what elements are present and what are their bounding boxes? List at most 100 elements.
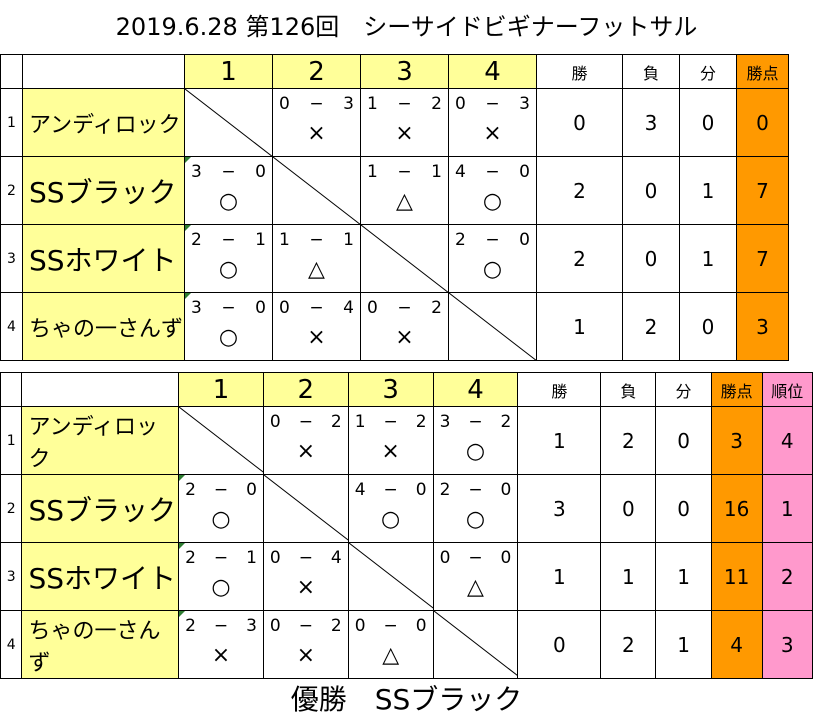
opponent-header: 1 <box>184 54 273 89</box>
match-cell: 0−3 × <box>448 88 537 157</box>
match-score: 2−1 <box>180 548 263 568</box>
result-mark: × <box>307 325 326 350</box>
rank-cell: 4 <box>761 406 813 475</box>
score-home: 2 <box>455 230 466 250</box>
score-home: 0 <box>279 298 290 318</box>
diagonal-line <box>349 543 433 609</box>
round-robin-table: 1 2 3 4 勝負分勝点 順位 1 アンディロック 0−2 × 1−2 × 3−2 ○ 1 2 0 3 4 2 SSブ… <box>0 372 813 679</box>
score-dash: − <box>397 162 412 182</box>
opponent-header: 1 <box>178 372 264 407</box>
self-match-cell <box>184 88 273 157</box>
points-header: 勝点 <box>710 372 763 407</box>
match-score: 0−4 <box>264 548 347 568</box>
points-header: 勝点 <box>736 54 789 89</box>
result-mark: × <box>483 121 502 146</box>
result-mark: ○ <box>482 189 503 214</box>
score-home: 1 <box>279 230 290 250</box>
wins-cell: 1 <box>517 542 602 611</box>
match-cell: 3−2 ○ <box>432 406 519 475</box>
cell-marker <box>185 293 191 299</box>
score-away: 2 <box>330 616 342 636</box>
table-row: 2 SSブラック 2−0 ○ 4−0 ○ 2−0 ○ 3 0 0 16 1 <box>0 474 813 543</box>
score-home: 1 <box>354 412 366 432</box>
score-away: 0 <box>519 162 530 182</box>
match-score: 2−0 <box>180 480 263 500</box>
match-cell: 1−2 × <box>360 88 449 157</box>
wins-cell: 1 <box>517 406 602 475</box>
losses-header: 負 <box>600 372 657 407</box>
score-dash: − <box>213 480 229 500</box>
cell-marker <box>179 611 186 617</box>
team-name: SSブラック <box>22 156 185 225</box>
opponent-header: 2 <box>262 372 349 407</box>
page-title: 2019.6.28 第126回 シーサイドビギナーフットサル <box>115 13 698 41</box>
score-home: 1 <box>367 162 378 182</box>
wins-header: 勝 <box>517 372 602 407</box>
match-cell: 0−3 × <box>272 88 361 157</box>
score-dash: − <box>213 548 229 568</box>
score-home: 0 <box>269 412 281 432</box>
match-cell: 0−4 × <box>262 542 349 611</box>
match-score: 3−0 <box>186 298 272 318</box>
diagonal-line <box>185 89 272 156</box>
match-score: 3−2 <box>434 412 517 432</box>
header-team-blank <box>21 372 180 407</box>
draws-cell: 0 <box>679 292 737 361</box>
table-row: 4 ちゃの一さんず 2−3 × 0−2 × 0−0 △ 0 2 1 4 3 <box>0 610 813 679</box>
score-away: 2 <box>431 94 442 114</box>
match-score: 4−0 <box>450 162 536 182</box>
self-match-cell <box>448 292 537 361</box>
match-cell: 0−2 × <box>360 292 449 361</box>
cell-marker <box>185 157 191 163</box>
score-home: 4 <box>354 480 366 500</box>
score-away: 0 <box>415 480 427 500</box>
opponent-header: 3 <box>360 54 449 89</box>
score-dash: − <box>213 616 229 636</box>
match-score: 4−0 <box>349 480 432 500</box>
draws-cell: 0 <box>655 406 712 475</box>
match-cell: 0−4 × <box>272 292 361 361</box>
table-row: 4 ちゃの一さんず 3−0 ○ 0−4 × 0−2 × 1 2 0 3 <box>0 292 789 361</box>
losses-cell: 0 <box>600 474 657 543</box>
self-match-cell <box>262 474 349 543</box>
score-dash: − <box>485 162 500 182</box>
score-away: 2 <box>330 412 342 432</box>
result-mark: ○ <box>218 257 239 282</box>
score-home: 2 <box>185 548 196 568</box>
result-mark: × <box>296 643 316 668</box>
match-score: 0−2 <box>264 412 347 432</box>
score-dash: − <box>309 298 324 318</box>
score-away: 0 <box>519 230 530 250</box>
self-match-cell <box>347 542 434 611</box>
losses-cell: 2 <box>600 406 657 475</box>
champion-banner: 優勝 SSブラック <box>290 683 523 716</box>
match-score: 0−4 <box>274 298 360 318</box>
match-score: 1−2 <box>362 94 448 114</box>
match-score: 2−0 <box>434 481 517 499</box>
losses-cell: 0 <box>622 156 680 225</box>
score-home: 3 <box>191 162 202 182</box>
result-mark: ○ <box>218 189 239 214</box>
score-home: 1 <box>367 94 378 114</box>
points-cell: 0 <box>736 88 789 157</box>
wins-cell: 1 <box>536 292 623 361</box>
score-away: 3 <box>246 616 257 636</box>
table-row: 1 アンディロック 0−3 × 1−2 × 0−3 × 0 3 0 0 <box>0 88 789 157</box>
score-dash: − <box>468 412 483 432</box>
losses-cell: 0 <box>622 224 680 293</box>
row-number: 3 <box>0 542 23 611</box>
score-away: 1 <box>246 548 257 568</box>
score-home: 2 <box>185 616 196 636</box>
score-away: 2 <box>415 412 427 432</box>
points-cell: 16 <box>710 474 763 543</box>
score-dash: − <box>468 548 483 568</box>
opponent-header: 4 <box>448 54 537 89</box>
standings-table-2: 1 2 3 4 勝負分勝点 順位 1 アンディロック 0−2 × 1−2 × 3−2 ○ 1 2 0 3 4 2 SSブ… <box>0 372 813 679</box>
result-mark: × <box>307 121 326 146</box>
score-dash: − <box>221 298 236 318</box>
result-mark: ○ <box>211 507 231 532</box>
match-cell: 3−0 ○ <box>184 292 273 361</box>
score-away: 2 <box>500 412 512 432</box>
score-home: 0 <box>269 548 281 568</box>
row-number: 1 <box>0 88 23 157</box>
